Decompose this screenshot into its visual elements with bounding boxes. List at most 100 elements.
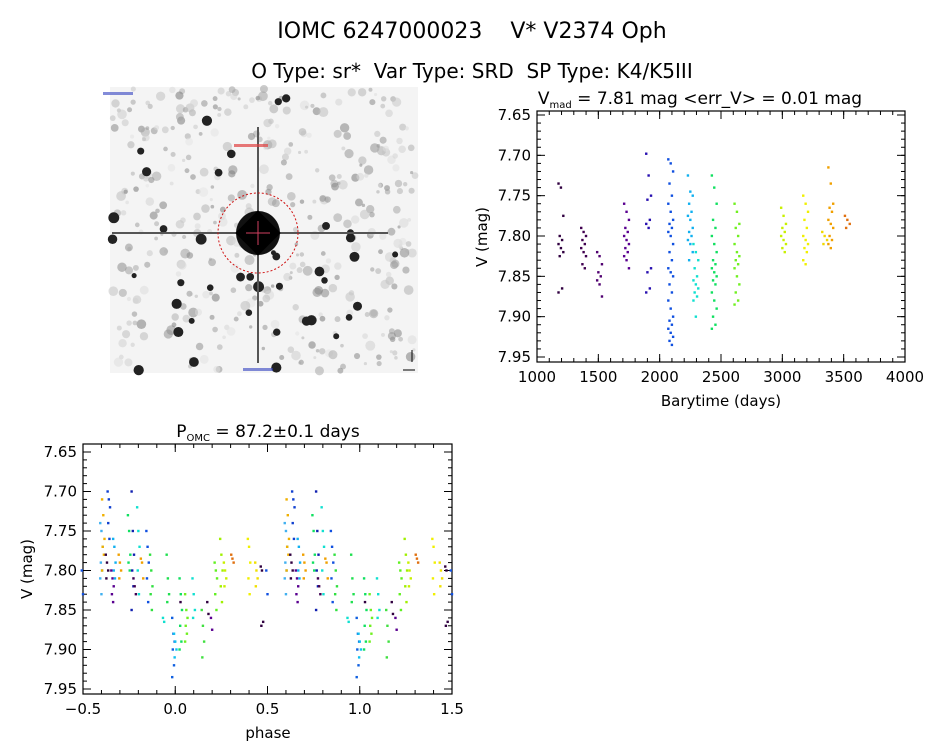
data-point — [286, 514, 289, 517]
data-point — [99, 561, 103, 564]
data-point — [214, 593, 217, 596]
background-star — [132, 264, 139, 271]
data-point — [135, 506, 139, 509]
data-point — [823, 234, 826, 238]
data-point — [175, 648, 178, 651]
target-label-mark — [234, 144, 268, 147]
data-point — [100, 569, 104, 572]
background-star — [369, 99, 376, 106]
data-point — [668, 222, 671, 226]
background-star — [359, 209, 370, 220]
background-star — [127, 141, 135, 149]
background-star — [233, 316, 239, 322]
data-point — [311, 514, 314, 517]
background-star — [222, 141, 233, 152]
data-point — [145, 529, 148, 533]
data-point — [715, 202, 718, 205]
data-point — [686, 174, 690, 177]
background-star — [343, 219, 352, 229]
data-point — [147, 561, 150, 564]
background-star — [269, 104, 279, 114]
data-point — [735, 210, 739, 213]
background-star — [405, 249, 410, 253]
figure-subtitle: O Type: sr* Var Type: SRD SP Type: K4/K5… — [251, 59, 692, 83]
background-star — [249, 97, 255, 103]
background-star — [146, 250, 153, 257]
data-point — [362, 648, 366, 651]
background-star — [306, 132, 312, 138]
phase-chart-title: POMC = 87.2±0.1 days — [176, 422, 360, 444]
background-star — [391, 259, 400, 268]
data-point — [142, 577, 145, 580]
data-point — [711, 259, 715, 262]
background-star — [188, 317, 195, 324]
background-star — [392, 350, 398, 356]
data-point — [715, 307, 718, 310]
background-star — [410, 170, 414, 175]
y-tick-label: 7.80 — [498, 227, 531, 245]
background-star — [167, 164, 176, 172]
data-point — [667, 230, 670, 234]
background-star — [186, 290, 193, 297]
data-point — [357, 656, 361, 659]
data-point — [369, 624, 372, 627]
data-point — [350, 600, 353, 604]
finder-chart-image — [103, 85, 419, 376]
background-star — [385, 109, 393, 118]
data-point — [186, 616, 189, 620]
background-star — [292, 304, 299, 311]
data-point — [112, 585, 115, 588]
data-point — [246, 537, 250, 541]
background-star — [345, 314, 353, 321]
data-point — [671, 242, 675, 246]
data-point — [298, 577, 301, 580]
background-star — [384, 315, 390, 321]
background-star — [341, 146, 346, 151]
background-star — [315, 349, 320, 353]
background-star — [144, 261, 151, 268]
background-star — [301, 316, 312, 326]
data-point — [132, 577, 135, 580]
data-point — [670, 291, 674, 294]
data-point — [261, 620, 265, 624]
data-point — [316, 585, 320, 588]
background-star — [111, 99, 120, 108]
background-star — [244, 255, 255, 266]
data-point — [667, 327, 670, 330]
data-point — [694, 315, 698, 318]
background-star — [247, 132, 256, 141]
data-point — [331, 600, 334, 604]
data-point — [557, 291, 560, 294]
data-point — [802, 259, 805, 262]
background-star — [117, 109, 127, 120]
background-star — [339, 123, 350, 133]
data-point — [391, 612, 395, 616]
data-point — [686, 238, 690, 242]
background-star — [367, 227, 376, 236]
data-point — [322, 593, 325, 596]
data-point — [713, 186, 716, 189]
background-star — [297, 150, 302, 155]
data-point — [101, 545, 104, 548]
data-point — [711, 218, 715, 222]
data-point — [314, 608, 318, 612]
background-star — [155, 208, 160, 214]
data-point — [105, 561, 109, 564]
y-tick-label: 7.70 — [44, 483, 77, 501]
background-star — [263, 118, 272, 128]
data-point — [595, 250, 599, 254]
data-point — [557, 242, 560, 246]
data-point — [230, 553, 233, 556]
data-point — [359, 648, 363, 651]
data-point — [431, 577, 435, 580]
data-point — [783, 250, 786, 254]
background-star — [398, 145, 406, 154]
data-point — [362, 577, 366, 580]
data-point — [715, 250, 718, 254]
background-star — [283, 147, 292, 155]
background-star — [193, 124, 198, 130]
data-point — [647, 174, 650, 177]
background-star — [250, 183, 255, 189]
data-point — [117, 553, 120, 556]
